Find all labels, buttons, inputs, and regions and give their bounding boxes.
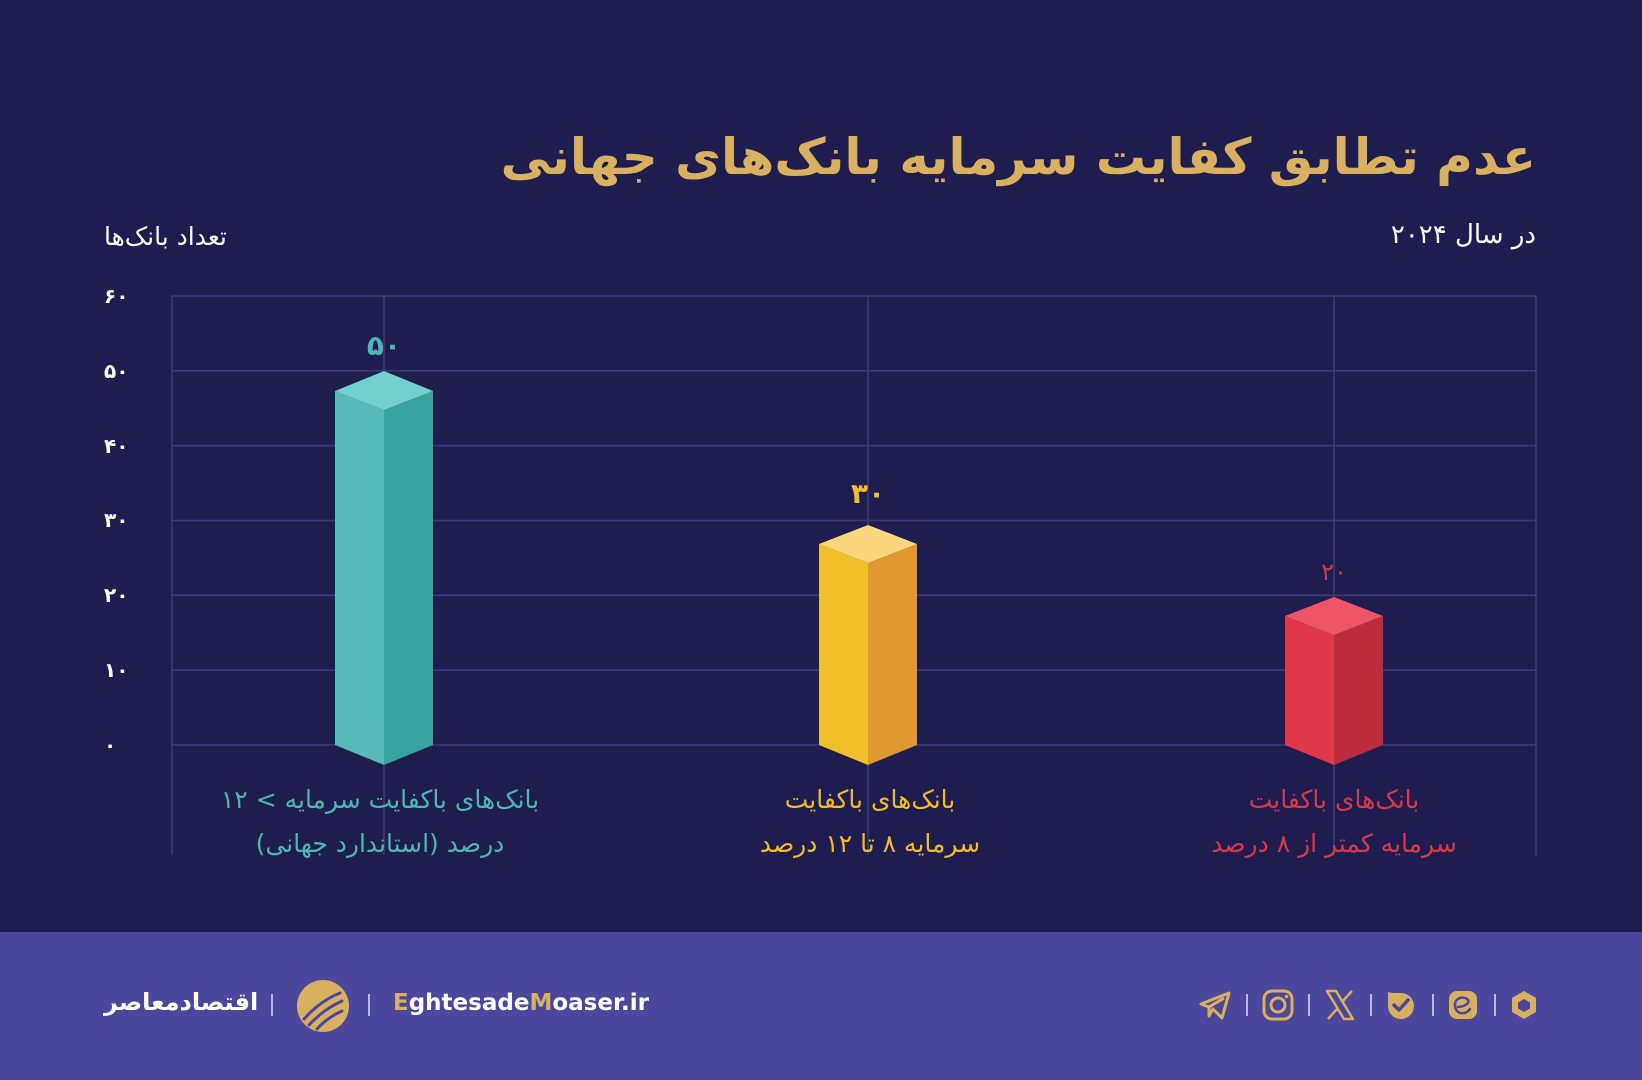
bale-icon[interactable] xyxy=(1384,988,1418,1022)
instagram-icon[interactable] xyxy=(1261,988,1295,1022)
category-label-standard: بانک‌های باکفایت سرمایه > ۱۲ درصد (استان… xyxy=(221,778,539,866)
x-icon[interactable] xyxy=(1323,988,1357,1022)
y-tick-30: ۳۰ xyxy=(104,508,129,532)
category-line-2: درصد (استاندارد جهانی) xyxy=(255,829,505,858)
category-line-1: بانک‌های باکفایت xyxy=(1248,785,1420,814)
brand-logo-icon xyxy=(297,980,349,1032)
category-line-2: سرمایه کمتر از ۸ درصد xyxy=(1211,829,1457,858)
page-title: عدم تطابق کفایت سرمایه بانک‌های جهانی xyxy=(500,128,1537,186)
bar-low xyxy=(1285,597,1383,765)
bar-mid xyxy=(819,525,917,765)
y-tick-40: ۴۰ xyxy=(104,434,129,458)
value-label-standard: ۵۰ xyxy=(366,329,402,362)
category-line-1: بانک‌های باکفایت xyxy=(784,785,956,814)
bar-standard xyxy=(335,371,433,765)
rubika-icon[interactable] xyxy=(1507,988,1541,1022)
eitaa-icon[interactable] xyxy=(1446,988,1480,1022)
divider xyxy=(1308,994,1310,1016)
value-label-low: ۲۰ xyxy=(1321,558,1347,586)
y-tick-0: ۰ xyxy=(104,733,117,757)
value-label-mid: ۳۰ xyxy=(850,477,886,510)
divider xyxy=(1370,994,1372,1016)
page-subtitle: در سال ۲۰۲۴ xyxy=(1390,220,1536,250)
website-link[interactable]: EghtesadeMoaser.ir xyxy=(393,990,649,1016)
category-line-1: بانک‌های باکفایت سرمایه > ۱۲ xyxy=(220,785,540,814)
y-tick-10: ۱۰ xyxy=(104,658,129,682)
category-label-low: بانک‌های باکفایت سرمایه کمتر از ۸ درصد xyxy=(1211,778,1457,866)
divider xyxy=(1494,994,1496,1016)
divider xyxy=(1432,994,1434,1016)
y-tick-60: ۶۰ xyxy=(104,284,129,308)
category-label-mid: بانک‌های باکفایت سرمایه ۸ تا ۱۲ درصد xyxy=(760,778,980,866)
divider xyxy=(271,994,273,1016)
y-tick-50: ۵۰ xyxy=(104,359,129,383)
bar-chart xyxy=(171,295,1537,855)
telegram-icon[interactable] xyxy=(1198,988,1232,1022)
y-axis-label: تعداد بانک‌ها xyxy=(104,222,227,251)
y-tick-20: ۲۰ xyxy=(104,583,129,607)
divider xyxy=(1246,994,1248,1016)
category-line-2: سرمایه ۸ تا ۱۲ درصد xyxy=(759,829,981,858)
brand-name: اقتصادمعاصر xyxy=(104,988,259,1016)
footer-bar xyxy=(0,932,1642,1080)
divider xyxy=(368,994,370,1016)
